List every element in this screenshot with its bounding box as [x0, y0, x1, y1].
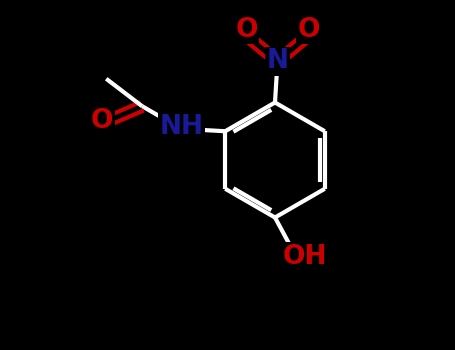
Text: N: N	[267, 49, 288, 75]
Text: OH: OH	[283, 244, 327, 270]
Text: O: O	[297, 16, 320, 42]
Text: O: O	[91, 108, 113, 134]
Text: NH: NH	[159, 114, 203, 140]
Text: O: O	[235, 16, 258, 42]
